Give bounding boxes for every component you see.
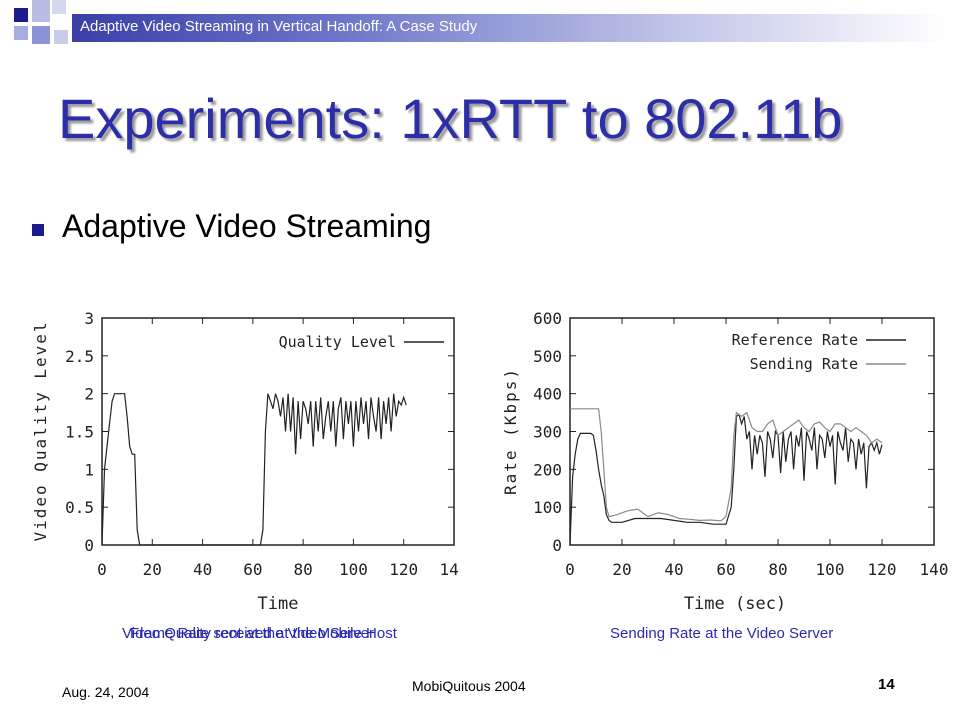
legend-label: Reference Rate <box>732 331 858 349</box>
y-tick-label: 1 <box>84 460 94 479</box>
corner-square-mid <box>14 26 28 40</box>
bullet-text: Adaptive Video Streaming <box>62 208 432 244</box>
caption-quality: Video Quality received at the Mobile Hos… <box>122 625 397 642</box>
y-axis-title: Video Quality Level <box>31 320 50 541</box>
corner-square-light <box>32 0 50 22</box>
y-tick-label: 600 <box>533 309 562 328</box>
corner-square-dark <box>14 8 28 22</box>
x-axis-title: Time (sec) <box>684 594 786 614</box>
y-tick-label: 400 <box>533 385 562 404</box>
x-tick-label: 40 <box>664 560 683 579</box>
x-tick-label: 20 <box>143 560 162 579</box>
y-tick-label: 200 <box>533 460 562 479</box>
x-tick-label: 80 <box>768 560 787 579</box>
caption-sending-rate: Sending Rate at the Video Server <box>610 625 834 642</box>
y-tick-label: 3 <box>84 309 94 328</box>
header-bar <box>72 14 947 42</box>
plot-frame <box>569 317 935 546</box>
series-line <box>570 408 883 522</box>
legend-label: Sending Rate <box>750 355 858 373</box>
y-axis-title: Rate (Kbps) <box>501 367 520 495</box>
y-tick-label: 300 <box>533 423 562 442</box>
x-tick-label: 120 <box>868 560 897 579</box>
slide-title: Experiments: 1xRTT to 802.11b <box>58 87 843 150</box>
x-tick-label: 100 <box>816 560 845 579</box>
x-tick-label: 60 <box>243 560 262 579</box>
x-tick-label: 60 <box>716 560 735 579</box>
corner-square-mid <box>32 26 50 44</box>
y-tick-label: 1.5 <box>65 423 94 442</box>
rate-chart: Rate (Kbps) Time (sec) 01002003004005006… <box>501 309 949 614</box>
y-tick-label: 0.5 <box>65 498 94 517</box>
legend-label: Quality Level <box>279 333 396 351</box>
x-tick-label: 100 <box>339 560 368 579</box>
plot-frame <box>101 317 455 546</box>
y-tick-label: 100 <box>533 498 562 517</box>
x-tick-label: 140 <box>440 560 460 579</box>
x-tick-label: 80 <box>294 560 313 579</box>
y-tick-label: 0 <box>84 536 94 555</box>
quality-level-chart: Video Quality Level Time 0 0.5 1 1.5 2 2.5 3 0 2… <box>31 309 460 614</box>
y-tick-label: 500 <box>533 347 562 366</box>
series-line <box>101 393 407 546</box>
y-tick-label: 0 <box>552 536 562 555</box>
y-tick-label: 2.5 <box>65 347 94 366</box>
page-number: 14 <box>878 676 895 693</box>
x-tick-label: 140 <box>920 560 949 579</box>
x-tick-label: 20 <box>612 560 631 579</box>
footer-conference: MobiQuitous 2004 <box>412 678 526 694</box>
bullet-square <box>32 224 44 236</box>
footer-date: Aug. 24, 2004 <box>62 684 150 700</box>
x-tick-label: 120 <box>389 560 418 579</box>
x-tick-label: 40 <box>193 560 212 579</box>
corner-square-light <box>54 30 68 44</box>
corner-square-light <box>52 0 66 14</box>
x-axis-title: Time <box>258 594 299 614</box>
x-tick-label: 0 <box>565 560 575 579</box>
caption-frame-rate: Frame Rate sent at the Video Server <box>130 625 375 642</box>
x-tick-label: 0 <box>97 560 107 579</box>
header-title: Adaptive Video Streaming in Vertical Han… <box>80 18 478 35</box>
series-line <box>569 413 883 546</box>
y-tick-label: 2 <box>84 385 94 404</box>
